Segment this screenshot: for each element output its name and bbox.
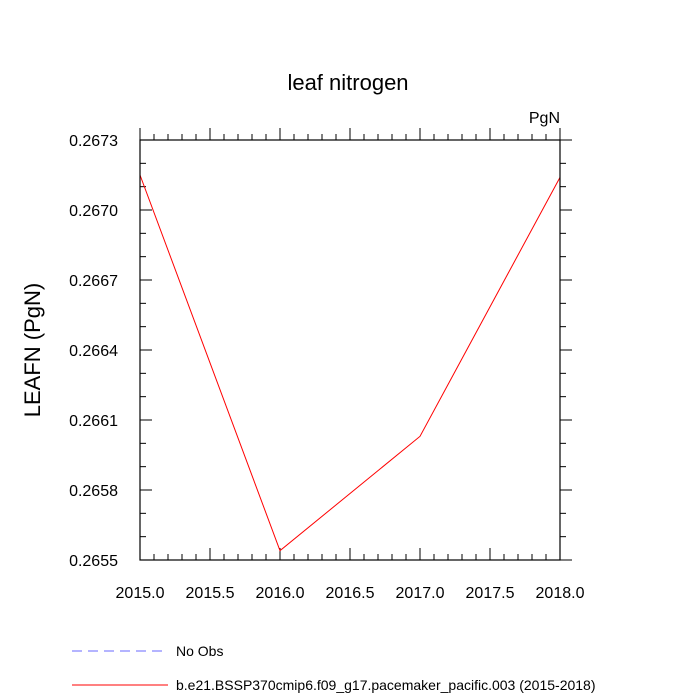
x-tick-label: 2015.5 bbox=[186, 585, 235, 602]
ticks bbox=[139, 128, 572, 561]
y-tick-label: 0.2661 bbox=[69, 413, 118, 430]
y-tick-label: 0.2667 bbox=[69, 273, 118, 290]
x-tick-label: 2017.0 bbox=[396, 585, 445, 602]
y-tick-label: 0.2655 bbox=[69, 553, 118, 570]
y-axis-label: LEAFN (PgN) bbox=[20, 283, 45, 417]
legend: No Obs b.e21.BSSP370cmip6.f09_g17.pacema… bbox=[72, 643, 596, 693]
y-tick-label: 0.2664 bbox=[69, 343, 118, 360]
legend-label-series: b.e21.BSSP370cmip6.f09_g17.pacemaker_pac… bbox=[176, 677, 596, 693]
units-label: PgN bbox=[529, 110, 560, 127]
x-tick-label: 2018.0 bbox=[536, 585, 585, 602]
series-line bbox=[139, 174, 561, 552]
x-tick-label: 2016.5 bbox=[326, 585, 375, 602]
legend-label-no-obs: No Obs bbox=[176, 643, 223, 659]
x-tick-label: 2017.5 bbox=[466, 585, 515, 602]
y-tick-label: 0.2658 bbox=[69, 483, 118, 500]
y-tick-label: 0.2673 bbox=[69, 133, 118, 150]
chart-title: leaf nitrogen bbox=[287, 70, 408, 95]
x-tick-label: 2016.0 bbox=[256, 585, 305, 602]
x-tick-label: 2015.0 bbox=[116, 585, 165, 602]
series-layer bbox=[139, 174, 561, 552]
y-tick-label: 0.2670 bbox=[69, 203, 118, 220]
plot-frame bbox=[139, 139, 561, 561]
tick-labels: 2015.0 2015.5 2016.0 2016.5 2017.0 2017.5 2018… bbox=[69, 133, 585, 602]
